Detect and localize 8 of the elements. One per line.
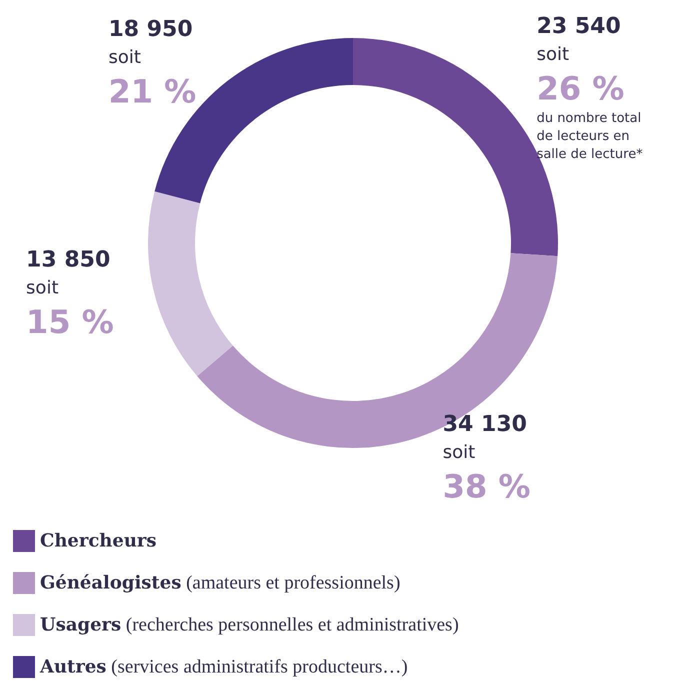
legend-label: Usagers (recherches personnelles et administratives) xyxy=(40,614,459,636)
data-label: 13 850 soit 15 % xyxy=(26,247,114,341)
legend-label: Autres (services administratifs producteurs…) xyxy=(39,656,408,678)
data-label: 34 130 soit 38 % xyxy=(442,412,530,506)
data-label: 23 540 soit 26 % du nombre total de lecteurs en salle de lecture* xyxy=(536,14,644,162)
legend-label: Généalogistes (amateurs et professionnels) xyxy=(40,572,400,594)
legend-label: Chercheurs xyxy=(40,530,157,552)
data-label: 18 950 soit 21 % xyxy=(108,16,196,110)
